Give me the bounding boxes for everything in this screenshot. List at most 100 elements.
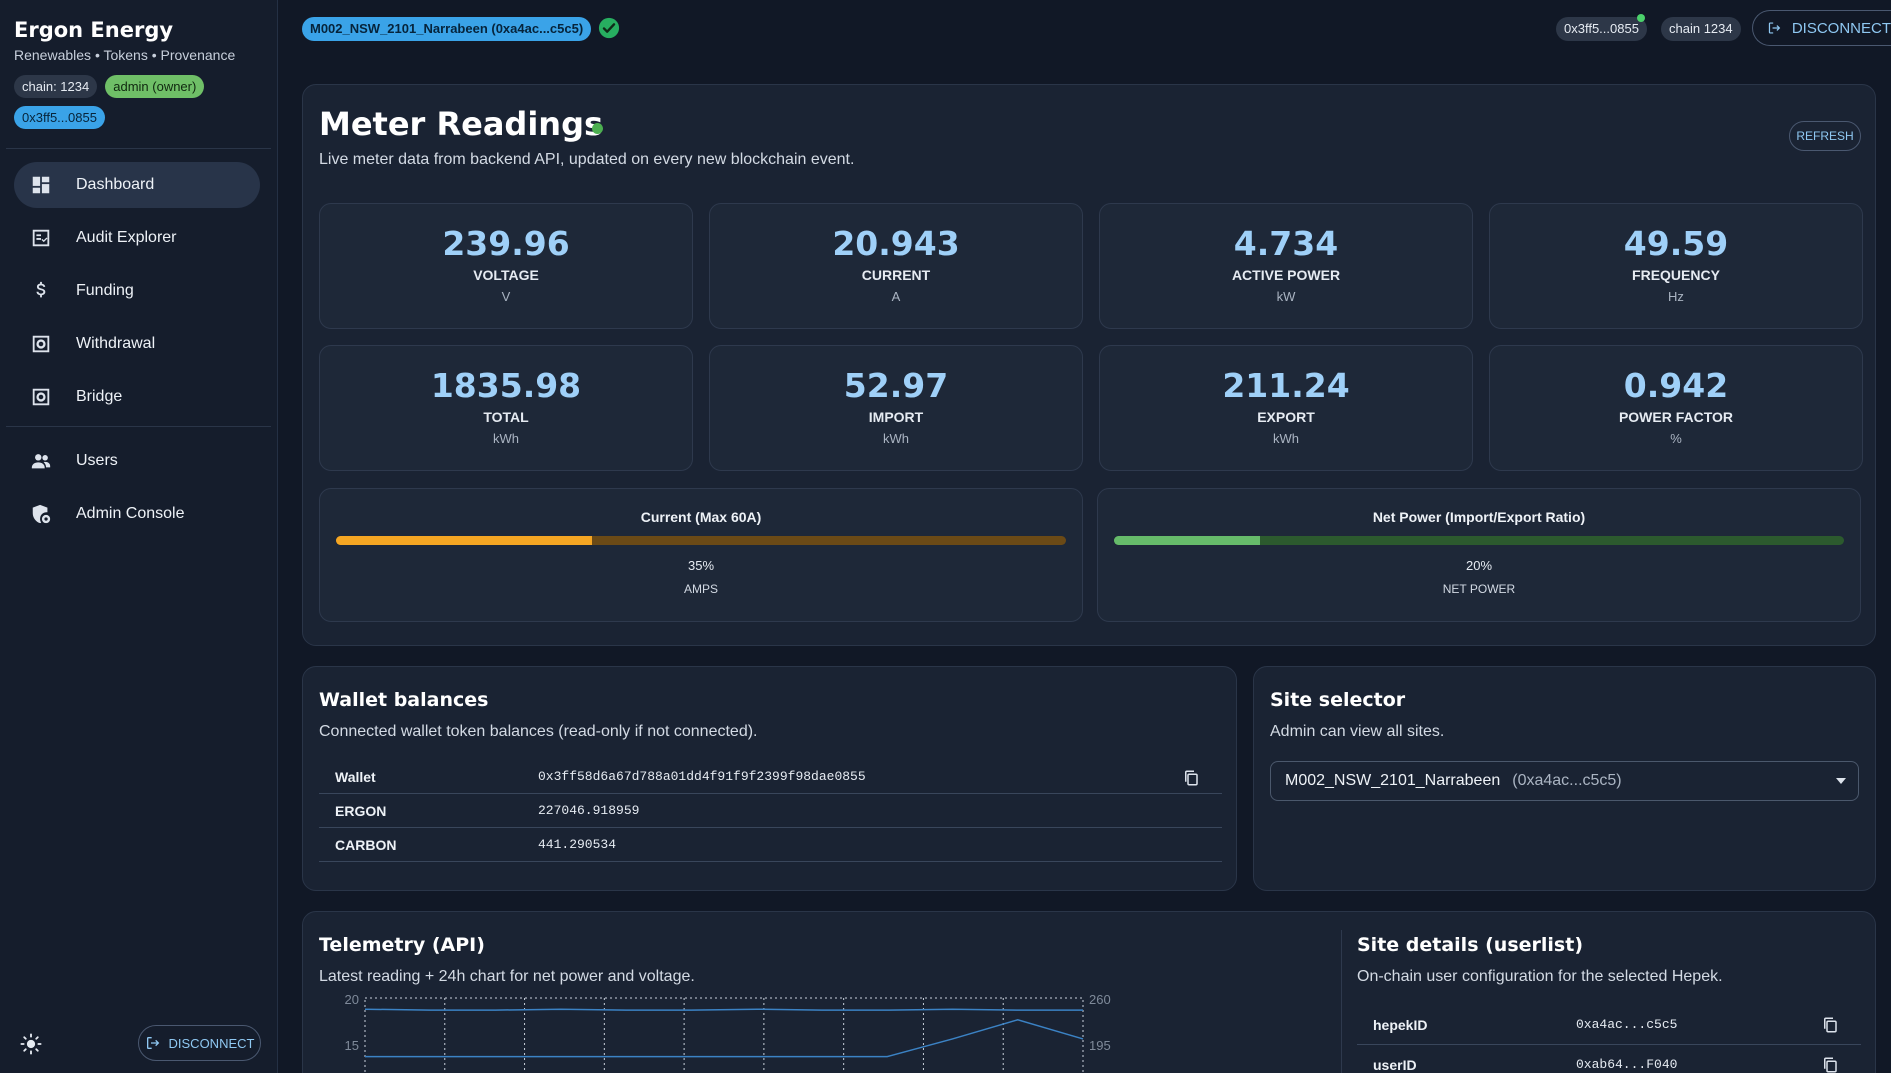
dollar-icon — [30, 280, 52, 302]
telemetry-card: Telemetry (API) Latest reading + 24h cha… — [302, 911, 1876, 1073]
sidebar-item-bridge[interactable]: Bridge — [14, 374, 260, 420]
connected-status-dot — [1637, 14, 1645, 22]
sidebar-item-users[interactable]: Users — [14, 438, 260, 484]
top-chain-chip: chain 1234 — [1661, 17, 1741, 41]
sidebar-item-withdrawal[interactable]: Withdrawal — [14, 321, 260, 367]
copy-icon[interactable] — [1821, 1016, 1839, 1034]
wallet-description: Connected wallet token balances (read-on… — [319, 723, 758, 740]
site-details-value: 0xab64...F040 — [1576, 1057, 1678, 1072]
wallet-value: 441.290534 — [538, 837, 617, 852]
tile-import: 52.97 IMPORT kWh — [709, 345, 1083, 471]
tile-value: 211.24 — [1222, 366, 1350, 405]
account-chips: chain: 1234 admin (owner) 0x3ff5...0855 — [14, 75, 244, 129]
tile-total: 1835.98 TOTAL kWh — [319, 345, 693, 471]
chart-tick-label: 20 — [345, 992, 359, 1007]
site-details-value: 0xa4ac...c5c5 — [1576, 1017, 1678, 1032]
copy-icon[interactable] — [1182, 769, 1200, 787]
gauge-percent: 35% — [687, 558, 715, 573]
telemetry-description: Latest reading + 24h chart for net power… — [319, 968, 695, 985]
wallet-key: CARBON — [335, 836, 397, 853]
sidebar: Ergon Energy Renewables • Tokens • Prove… — [0, 0, 278, 1073]
tile-value: 0.942 — [1623, 366, 1729, 405]
meter-description: Live meter data from backend API, update… — [319, 151, 855, 168]
series-line — [364, 1008, 1083, 1011]
users-icon — [30, 450, 52, 472]
chart-tick-label: 15 — [345, 1038, 359, 1053]
site-select-address: (0xa4ac...c5c5) — [1512, 772, 1622, 789]
tile-unit: kWh — [883, 431, 909, 446]
sidebar-item-label: Bridge — [76, 388, 123, 405]
admin-shield-icon — [30, 503, 52, 525]
net-power-gauge: Net Power (Import/Export Ratio) 20% NET … — [1097, 488, 1861, 622]
tile-label: IMPORT — [868, 409, 924, 425]
telemetry-divider — [1341, 930, 1342, 1073]
sidebar-item-label: Users — [76, 452, 118, 469]
copy-icon[interactable] — [1821, 1056, 1839, 1073]
tile-label: ACTIVE POWER — [1231, 267, 1341, 283]
sidebar-item-label: Funding — [76, 282, 134, 299]
sidebar-item-label: Admin Console — [76, 505, 185, 522]
gauge-title: Current (Max 60A) — [640, 509, 762, 525]
tile-label: TOTAL — [483, 409, 529, 425]
disconnect-label: DISCONNECT — [168, 1035, 255, 1051]
gauge-sub: NET POWER — [1442, 582, 1516, 596]
gauge-track — [336, 536, 1066, 545]
sidebar-item-funding[interactable]: Funding — [14, 268, 260, 314]
chart-tick-label: 195 — [1089, 1038, 1111, 1053]
tile-label: VOLTAGE — [473, 267, 539, 283]
address-chip[interactable]: 0x3ff5...0855 — [14, 106, 105, 129]
sidebar-item-dashboard[interactable]: Dashboard — [14, 162, 260, 208]
sidebar-divider — [6, 426, 271, 427]
sidebar-divider — [6, 148, 271, 149]
site-details-key: userID — [1373, 1056, 1417, 1073]
wallet-key: ERGON — [335, 802, 387, 819]
site-details-description: On-chain user configuration for the sele… — [1357, 968, 1723, 985]
site-details-title: Site details (userlist) — [1357, 934, 1583, 956]
selected-site-pill[interactable]: M002_NSW_2101_Narrabeen (0xa4ac...c5c5) — [302, 17, 592, 41]
logout-icon — [146, 1037, 159, 1049]
site-details-row: hepekID 0xa4ac...c5c5 — [1357, 1005, 1861, 1045]
site-select-dropdown[interactable]: M002_NSW_2101_Narrabeen (0xa4ac...c5c5) — [1270, 761, 1859, 801]
wallet-value: 227046.918959 — [538, 803, 640, 818]
tile-value: 52.97 — [843, 366, 949, 405]
top-disconnect-button[interactable]: DISCONNECT — [1752, 10, 1891, 46]
series-line — [365, 1019, 1084, 1058]
tile-value: 239.96 — [442, 224, 570, 263]
tile-value: 1835.98 — [430, 366, 582, 405]
site-details-key: hepekID — [1373, 1016, 1428, 1033]
sidebar-disconnect-button[interactable]: DISCONNECT — [138, 1025, 261, 1061]
wallet-balances-card: Wallet balances Connected wallet token b… — [302, 666, 1237, 891]
gauge-fill — [1114, 536, 1260, 545]
site-selector-title: Site selector — [1270, 689, 1406, 711]
tile-label: FREQUENCY — [1632, 267, 1720, 283]
site-details-row: userID 0xab64...F040 — [1357, 1045, 1861, 1073]
gauge-track — [1114, 536, 1844, 545]
live-indicator-dot — [592, 123, 603, 134]
sidebar-item-audit-explorer[interactable]: Audit Explorer — [14, 215, 260, 261]
chart-tick-label: 260 — [1089, 992, 1111, 1007]
gauge-title: Net Power (Import/Export Ratio) — [1372, 509, 1586, 525]
chevron-down-icon — [1836, 778, 1846, 784]
top-address-chip[interactable]: 0x3ff5...0855 — [1556, 17, 1647, 41]
chain-chip: chain: 1234 — [14, 75, 98, 98]
withdrawal-icon — [30, 333, 52, 355]
sidebar-item-admin-console[interactable]: Admin Console — [14, 491, 260, 537]
bridge-icon — [30, 386, 52, 408]
sun-icon[interactable] — [20, 1033, 42, 1055]
wallet-row: ERGON 227046.918959 — [319, 794, 1222, 828]
tile-unit: kWh — [493, 431, 519, 446]
tile-voltage: 239.96 VOLTAGE V — [319, 203, 693, 329]
gauge-fill — [336, 536, 592, 545]
sidebar-item-label: Withdrawal — [76, 335, 156, 352]
check-circle-icon — [598, 17, 620, 39]
wallet-row: Wallet 0x3ff58d6a67d788a01dd4f91f9f2399f… — [319, 760, 1222, 794]
tile-unit: Hz — [1668, 289, 1684, 304]
wallet-title: Wallet balances — [319, 689, 489, 711]
tile-value: 20.943 — [832, 224, 960, 263]
refresh-button[interactable]: REFRESH — [1789, 121, 1861, 151]
sidebar-item-label: Dashboard — [76, 176, 155, 193]
tile-unit: kW — [1276, 289, 1296, 304]
brand: Ergon Energy Renewables • Tokens • Prove… — [0, 0, 277, 129]
wallet-value: 0x3ff58d6a67d788a01dd4f91f9f2399f98dae08… — [538, 769, 866, 784]
meter-readings-card: Meter Readings Live meter data from back… — [302, 84, 1876, 646]
